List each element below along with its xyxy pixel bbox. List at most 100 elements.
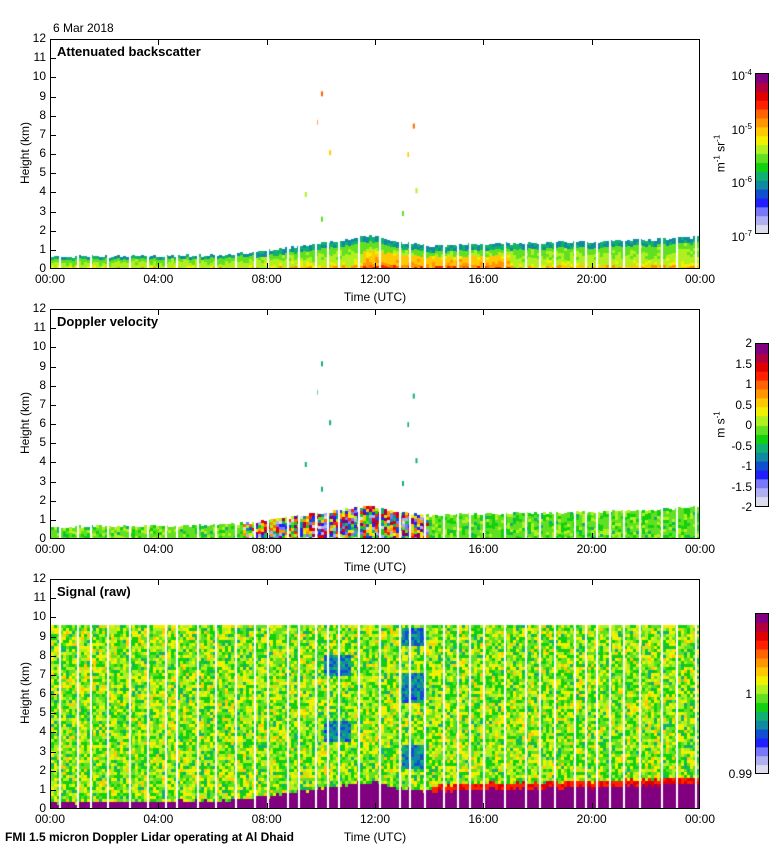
footer-caption: FMI 1.5 micron Doppler Lidar operating a… [5,830,294,844]
y-tick-mark [51,789,56,791]
panel-title: Attenuated backscatter [57,44,201,59]
x-tick-mark [266,580,268,585]
y-tick-mark [51,694,56,695]
colorbar-2 [755,343,769,507]
y-tick-label: 0 [39,261,46,275]
colorbar-tick-label: 1 [745,686,752,701]
y-tick-label: 7 [39,666,46,681]
colorbar-unit-label: m-1 sr-1 [712,134,728,172]
y-tick-mark [51,366,56,368]
x-tick-label: 00:00 [34,542,66,556]
heatmap-3 [51,580,699,808]
y-tick-mark [51,617,56,619]
y-tick-mark [51,77,56,79]
x-tick-label: 12:00 [359,272,391,286]
x-axis-label: Time (UTC) [343,830,407,844]
y-tick-label: 11 [33,50,46,65]
y-tick-label: 6 [39,686,46,700]
x-axis-label: Time (UTC) [343,560,407,574]
x-tick-mark [375,803,376,808]
x-tick-label: 00:00 [684,542,716,556]
colorbar-1 [755,73,769,234]
y-tick-mark [51,732,56,734]
y-tick-mark [51,636,56,638]
x-tick-mark [158,40,160,45]
x-tick-label: 20:00 [576,812,607,826]
x-tick-mark [158,580,160,585]
x-tick-label: 04:00 [143,812,174,826]
x-tick-label: 16:00 [468,542,499,556]
x-tick-mark [375,40,376,45]
y-axis-label: Height (km) [18,662,32,725]
colorbar-tick-label: 10-7 [731,229,752,244]
y-tick-label: 7 [39,126,46,141]
plot-area-1: Attenuated backscatter [50,39,700,269]
x-tick-label: 08:00 [251,812,282,826]
y-tick-mark [51,347,56,349]
y-tick-mark [51,770,56,772]
y-tick-label: 8 [39,647,46,662]
colorbar-tick-label: 10-5 [731,121,752,137]
y-tick-label: 0 [39,531,46,545]
y-tick-mark [51,404,56,406]
y-tick-mark [51,211,56,213]
y-tick-mark [51,173,56,175]
y-tick-label: 11 [33,320,46,335]
colorbar-tick-label: 0.99 [728,767,752,781]
x-tick-mark [266,533,268,538]
y-tick-mark [51,713,56,715]
y-tick-label: 2 [39,762,46,777]
x-tick-label: 08:00 [251,542,282,556]
colorbar-tick-label: -1.5 [731,479,752,494]
x-tick-mark [483,263,485,268]
y-tick-label: 11 [33,590,46,605]
x-axis-label: Time (UTC) [343,290,407,304]
x-tick-mark [158,533,160,538]
y-tick-label: 4 [39,724,46,739]
y-tick-mark [51,443,56,445]
y-tick-label: 10 [32,69,46,84]
x-tick-label: 20:00 [576,272,607,286]
y-tick-label: 4 [39,454,46,469]
colorbar-tick-label: -1 [741,459,752,473]
x-tick-mark [375,580,376,585]
y-tick-mark [51,385,56,387]
y-tick-mark [51,115,56,117]
y-tick-mark [51,751,56,753]
panel-title: Doppler velocity [57,314,159,329]
x-tick-mark [591,40,593,45]
y-tick-label: 10 [32,609,46,624]
x-tick-label: 00:00 [34,272,66,286]
x-tick-mark [483,533,485,538]
colorbar-tick-label: -0.5 [731,438,752,453]
y-tick-mark [51,192,56,194]
y-tick-label: 7 [39,396,46,411]
y-tick-label: 9 [39,358,46,373]
y-tick-label: 8 [39,377,46,392]
y-tick-label: 5 [39,165,46,180]
y-tick-mark [51,134,56,136]
plot-area-3: Signal (raw) [50,579,700,809]
y-tick-mark [51,519,56,521]
x-tick-label: 08:00 [251,272,282,286]
x-tick-mark [375,533,376,538]
colorbar-tick-label: 10-4 [731,68,752,83]
x-tick-mark [483,40,485,45]
y-tick-label: 5 [39,435,46,450]
x-tick-label: 16:00 [468,812,499,826]
heatmap-1 [51,40,699,268]
y-tick-label: 1 [39,781,46,796]
y-tick-label: 0 [39,801,46,815]
y-tick-label: 4 [39,184,46,199]
y-tick-label: 3 [39,473,46,488]
y-tick-mark [51,230,56,232]
colorbar-tick-label: 0.5 [735,397,752,412]
x-tick-mark [266,40,268,45]
x-tick-mark [483,580,485,585]
y-tick-label: 9 [39,88,46,103]
y-tick-label: 1 [39,241,46,256]
y-tick-mark [51,154,56,155]
x-tick-mark [266,310,268,315]
colorbar-tick-label: 1 [745,377,752,391]
x-tick-label: 00:00 [684,812,716,826]
